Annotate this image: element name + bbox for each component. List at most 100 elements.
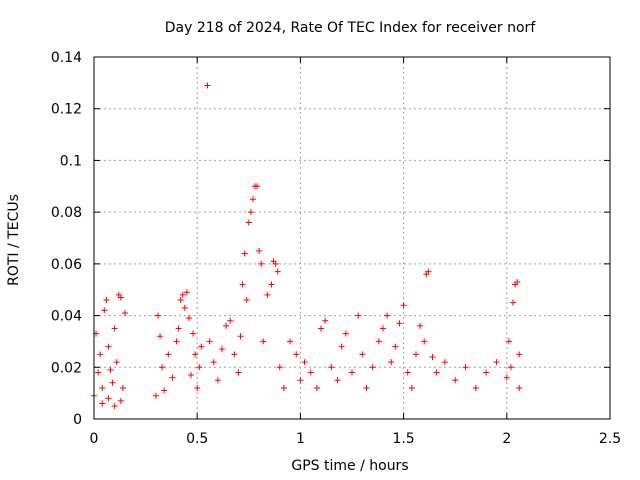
- data-point: [181, 304, 188, 311]
- data-point: [194, 384, 201, 391]
- data-point: [342, 330, 349, 337]
- data-point: [272, 260, 279, 267]
- data-point: [293, 351, 300, 358]
- data-point: [429, 353, 436, 360]
- data-point: [223, 322, 230, 329]
- data-point: [307, 369, 314, 376]
- data-point: [412, 351, 419, 358]
- data-point: [154, 312, 161, 319]
- data-point: [301, 359, 308, 366]
- data-point: [334, 377, 341, 384]
- data-point: [375, 338, 382, 345]
- y-tick-label: 0: [73, 412, 82, 428]
- data-point: [177, 297, 184, 304]
- data-point: [388, 359, 395, 366]
- data-point: [404, 369, 411, 376]
- data-point: [274, 268, 281, 275]
- data-point: [237, 333, 244, 340]
- x-tick-labels: 0 0.5 1 1.5 2 2.5: [90, 431, 622, 447]
- data-point: [516, 351, 523, 358]
- data-point: [493, 359, 500, 366]
- data-point: [165, 351, 172, 358]
- data-points: [91, 82, 523, 410]
- data-point: [400, 302, 407, 309]
- data-point: [99, 384, 106, 391]
- data-point: [159, 364, 166, 371]
- y-tick-label: 0.04: [51, 309, 82, 325]
- x-tick-label: 2.5: [599, 431, 621, 447]
- data-point: [206, 338, 213, 345]
- data-point: [157, 333, 164, 340]
- data-point: [241, 250, 248, 257]
- x-axis-label: GPS time / hours: [291, 458, 408, 474]
- data-point: [247, 209, 254, 216]
- y-tick-label: 0.12: [51, 102, 82, 118]
- data-point: [95, 369, 102, 376]
- y-tick-labels: 0 0.02 0.04 0.06 0.08 0.1 0.12 0.14: [51, 50, 82, 428]
- data-point: [204, 82, 211, 89]
- y-axis-label: ROTI / TECUs: [6, 194, 22, 286]
- data-point: [97, 351, 104, 358]
- data-point: [328, 364, 335, 371]
- data-point: [369, 364, 376, 371]
- data-point: [254, 183, 261, 190]
- data-point: [322, 317, 329, 324]
- data-point: [192, 351, 199, 358]
- data-point: [239, 281, 246, 288]
- data-point: [249, 196, 256, 203]
- data-point: [260, 338, 267, 345]
- x-tick-label: 0.5: [186, 431, 208, 447]
- data-point: [231, 351, 238, 358]
- data-point: [107, 366, 114, 373]
- data-point: [483, 369, 490, 376]
- axis-ticks: [93, 56, 611, 420]
- data-point: [516, 384, 523, 391]
- data-point: [101, 307, 108, 314]
- data-point: [117, 397, 124, 404]
- x-tick-label: 0: [90, 431, 99, 447]
- x-tick-label: 1: [296, 431, 305, 447]
- data-point: [297, 377, 304, 384]
- y-tick-label: 0.1: [60, 153, 82, 169]
- data-point: [214, 377, 221, 384]
- data-point: [408, 384, 415, 391]
- data-point: [210, 359, 217, 366]
- data-point: [258, 260, 265, 267]
- data-point: [363, 384, 370, 391]
- data-point: [505, 338, 512, 345]
- data-point: [111, 403, 118, 410]
- grid-lines: [94, 57, 610, 419]
- data-point: [425, 268, 432, 275]
- data-point: [509, 299, 516, 306]
- plot-frame: [93, 56, 611, 420]
- data-point: [313, 384, 320, 391]
- y-tick-label: 0.02: [51, 360, 82, 376]
- data-point: [441, 359, 448, 366]
- data-point: [121, 309, 128, 316]
- y-tick-label: 0.08: [51, 205, 82, 221]
- data-point: [507, 364, 514, 371]
- data-point: [433, 369, 440, 376]
- data-point: [175, 325, 182, 332]
- data-point: [243, 297, 250, 304]
- data-point: [264, 291, 271, 298]
- data-point: [256, 247, 263, 254]
- data-point: [103, 297, 110, 304]
- data-point: [514, 278, 521, 285]
- data-point: [185, 315, 192, 322]
- data-point: [117, 294, 124, 301]
- data-point: [183, 289, 190, 296]
- data-point: [99, 400, 106, 407]
- data-point: [169, 374, 176, 381]
- data-point: [392, 343, 399, 350]
- data-point: [268, 281, 275, 288]
- data-point: [161, 387, 168, 394]
- data-point: [276, 364, 283, 371]
- data-point: [472, 384, 479, 391]
- data-point: [417, 322, 424, 329]
- data-point: [113, 359, 120, 366]
- y-tick-label: 0.06: [51, 257, 82, 273]
- data-point: [109, 379, 116, 386]
